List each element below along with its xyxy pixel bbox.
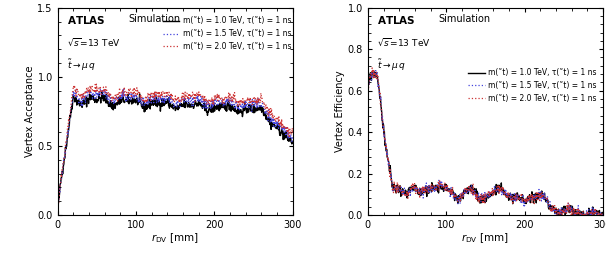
Y-axis label: Vertex Acceptance: Vertex Acceptance — [25, 66, 35, 157]
Text: $\bf{ATLAS}$: $\bf{ATLAS}$ — [378, 14, 416, 26]
Text: $\tilde{t} \rightarrow \mu\, q$: $\tilde{t} \rightarrow \mu\, q$ — [378, 57, 407, 73]
Legend: m(˜t) = 1.0 TeV, τ(˜t) = 1 ns, m(˜t) = 1.5 TeV, τ(˜t) = 1 ns, m(˜t) = 2.0 TeV, τ: m(˜t) = 1.0 TeV, τ(˜t) = 1 ns, m(˜t) = 1… — [467, 68, 598, 104]
Legend: m(˜t) = 1.0 TeV, τ(˜t) = 1 ns, m(˜t) = 1.5 TeV, τ(˜t) = 1 ns, m(˜t) = 2.0 TeV, τ: m(˜t) = 1.0 TeV, τ(˜t) = 1 ns, m(˜t) = 1… — [162, 16, 291, 52]
X-axis label: $r_{\rm DV}$ [mm]: $r_{\rm DV}$ [mm] — [151, 231, 199, 245]
Y-axis label: Vertex Efficiency: Vertex Efficiency — [335, 71, 345, 152]
Text: Simulation: Simulation — [438, 14, 490, 24]
Text: $\bf{ATLAS}$: $\bf{ATLAS}$ — [67, 14, 105, 26]
Text: Simulation: Simulation — [128, 14, 180, 24]
Text: $\sqrt{s}$=13 TeV: $\sqrt{s}$=13 TeV — [67, 37, 121, 48]
Text: $\sqrt{s}$=13 TeV: $\sqrt{s}$=13 TeV — [378, 37, 431, 48]
X-axis label: $r_{\rm DV}$ [mm]: $r_{\rm DV}$ [mm] — [461, 231, 510, 245]
Text: $\tilde{t} \rightarrow \mu\, q$: $\tilde{t} \rightarrow \mu\, q$ — [67, 57, 96, 73]
